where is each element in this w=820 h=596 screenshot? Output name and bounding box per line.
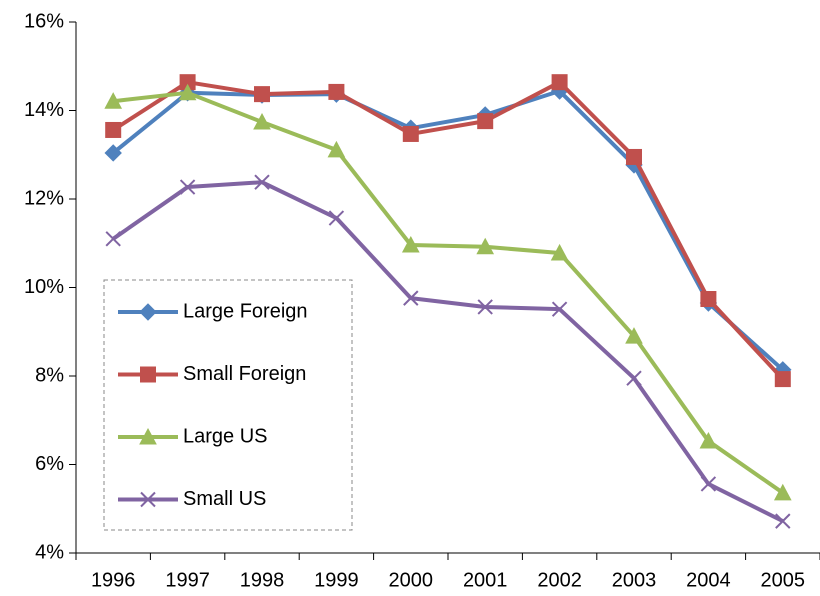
data-point [178,83,197,101]
x-tick-label: 2004 [686,569,731,591]
legend-label: Large Foreign [183,300,308,322]
legend-marker [140,366,156,383]
x-tick-label: 1997 [165,569,210,591]
data-point [104,92,123,109]
y-tick-label: 14% [24,99,64,121]
data-point [477,113,494,130]
legend-marker [139,303,157,321]
series-line [112,90,784,495]
x-tick-label: 1999 [314,569,359,591]
data-point [551,74,568,91]
y-tick-label: 6% [35,453,64,475]
series-line [111,89,785,372]
data-point [179,179,196,195]
y-tick-label: 10% [24,276,64,298]
data-point [700,291,717,308]
series-line [112,180,784,523]
data-point [327,140,346,158]
y-tick-label: 4% [35,541,64,563]
y-tick-label: 16% [24,10,64,32]
data-point [699,431,718,449]
data-point [625,327,643,344]
x-tick-label: 2000 [389,569,434,591]
data-point [550,243,569,261]
data-point [775,513,791,529]
data-point [700,476,717,492]
data-point [105,231,121,247]
data-point [774,371,791,388]
data-point [104,144,122,162]
data-point [626,370,642,386]
legend-label: Large US [183,425,268,447]
x-tick-label: 2003 [612,569,657,591]
data-point [476,237,495,255]
data-point [253,112,271,130]
data-point [254,86,270,103]
x-tick-label: 1998 [240,569,285,591]
series-line [112,80,785,381]
data-point [105,121,122,138]
legend-marker [140,491,156,508]
y-tick-label: 8% [35,364,64,386]
data-point [773,483,792,501]
x-tick-label: 2005 [761,569,806,591]
data-point [626,148,642,165]
legend-marker [139,427,157,445]
data-point [551,301,568,317]
x-tick-label: 2002 [537,569,582,591]
data-point [402,125,419,142]
data-point [477,299,493,315]
data-point [403,290,419,306]
x-tick-label: 2001 [463,569,508,591]
legend-box [103,279,353,531]
data-point [401,235,420,253]
data-point [254,174,270,190]
data-point [328,83,345,100]
legend-label: Small Foreign [183,363,306,385]
legend-label: Small US [183,488,266,510]
data-point [328,210,345,226]
y-tick-label: 12% [24,187,64,209]
x-tick-label: 1996 [91,569,136,591]
